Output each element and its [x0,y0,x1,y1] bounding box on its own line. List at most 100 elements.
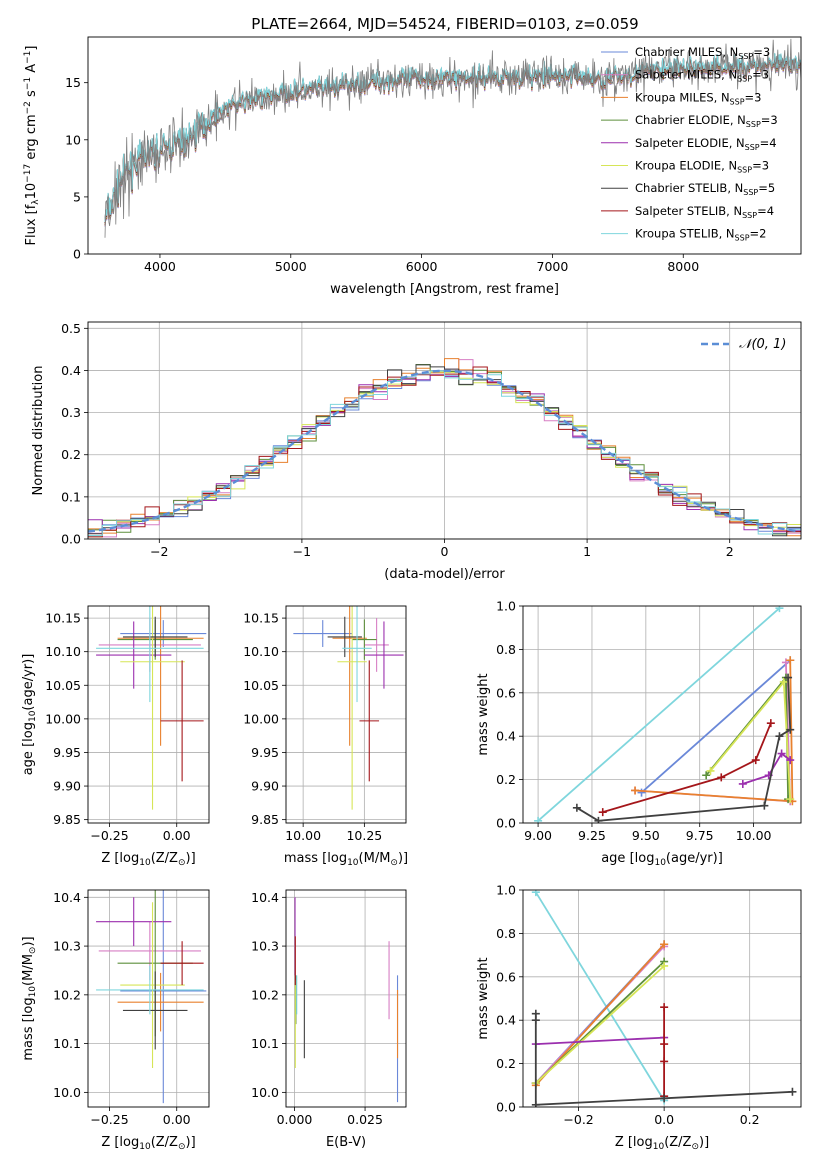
legend-value: =3 [752,68,769,82]
y-axis-label-part: mass weight [476,673,491,755]
y-tick-label: 0.0 [496,816,516,831]
y-axis-label-part: 10 [28,986,38,998]
y-axis-label: Flux [fλ10−17 erg cm−2 s−1 A−1] [23,46,41,246]
y-axis-label-part: −17 [23,164,33,183]
x-axis-label: age [log10(age/yr)] [601,851,723,868]
y-tick-label: 0.1 [61,489,81,504]
legend-entry: Kroupa MILES, NSSP=3 [635,90,761,106]
weight-marker [702,771,711,780]
model-spectrum-line [104,53,801,223]
x-axis-label-part: (Z/Z [151,1135,178,1150]
x-axis-label: Z [log10(Z/Z⊙)] [101,851,195,868]
weight-marker [660,1094,669,1103]
x-tick-label: 9.25 [578,828,606,843]
y-axis-label-part: 10 [28,710,38,722]
plot-area-residuals [88,322,801,539]
x-axis-label-part: )] [186,1135,196,1150]
y-tick-label: 9.90 [53,779,81,794]
weight-marker [751,756,760,765]
x-tick-label: 10.00 [736,828,772,843]
y-tick-label: 10.0 [53,1085,81,1100]
y-tick-label: 0.4 [496,1013,516,1028]
axes-frame [87,36,802,255]
weight-line [535,965,665,1084]
legend-value: =4 [760,136,777,150]
legend-entry: 𝒩(0, 1) [739,337,786,352]
legend-value: =2 [750,227,767,241]
y-tick-label: 10.3 [251,939,279,954]
y-axis-label-part: (M/M [21,954,36,986]
panel-weight-vs-Z: −0.2 0.0 0.2 0.0 0.2 0.4 0.6 0.8 1.0 Z [log10(Z/Z… [476,883,802,1152]
x-axis-label-part: (age/yr)] [666,851,723,866]
y-axis-label: mass weight [476,957,491,1039]
y-axis-label-part: ] [24,46,39,51]
weight-marker [598,808,607,817]
y-tick-label: 9.85 [53,812,81,827]
normal-curve [88,369,799,533]
y-tick-label: 9.95 [53,745,81,760]
legend-entry: Salpeter STELIB, NSSP=4 [635,204,774,220]
x-tick-label: 0.00 [163,1112,191,1127]
x-tick-label: 9.00 [524,828,552,843]
x-axis-label-part: mass [log [284,851,347,866]
y-axis-label-part: )] [21,936,36,946]
y-tick-label: 0.5 [61,321,81,336]
weight-line [535,891,665,1101]
y-tick-label: 0.4 [61,363,81,378]
y-tick-label: 10.4 [53,890,81,905]
weight-line [640,659,791,794]
axes-frame [87,321,802,540]
legend-entry: Kroupa STELIB, NSSP=2 [635,227,766,243]
y-axis-label-part: A [24,64,39,77]
y-tick-label: 5 [73,189,81,204]
y-tick-label: 10.15 [45,611,81,626]
panel-spectrum: 4000 5000 6000 7000 8000 0 5 10 15 Chabrier MILES… [23,36,802,297]
y-axis-label-part: mass [log [21,997,36,1060]
y-axis-label-part: mass weight [476,957,491,1039]
plot-area-mass-vs-ebv [286,890,406,1107]
panel-weight-vs-age: 9.00 9.25 9.50 9.75 10.00 0.0 0.2 0.4 0.6 0.8 1.0 a… [476,599,802,868]
weight-marker [706,766,715,775]
legend-subscript: SSP [737,75,752,84]
weight-marker [531,1100,540,1107]
x-axis-label-part: 10 [139,1142,151,1152]
y-axis-label-part: (age/yr)] [21,654,36,711]
y-tick-label: 10.4 [251,890,279,905]
y-tick-label: 0.6 [496,685,516,700]
weight-line [742,752,791,785]
x-tick-label: 0.000 [277,1112,313,1127]
residual-histogram [88,364,801,537]
x-tick-label: 0.2 [740,1112,760,1127]
x-axis-label-part: Z [log [615,1135,653,1150]
x-tick-label: 4000 [144,259,176,274]
y-axis-label-part: ⊙ [28,947,38,955]
panel-age-vs-mass: 10.00 10.25 9.85 9.90 9.95 10.00 10.05 10.10 10.… [243,605,408,868]
x-tick-label: 10.00 [285,828,321,843]
y-tick-label: 1.0 [496,599,516,614]
panel-residuals: −2 −1 0 1 2 0.0 0.1 0.2 0.3 0.4 0.5 𝒩(0, 1) (data-mo… [31,321,802,582]
weight-line [537,607,780,822]
weight-marker [534,816,543,823]
y-tick-label: 0.2 [496,1056,516,1071]
weight-marker [784,673,793,682]
y-tick-label: 0.8 [496,926,516,941]
plot-area-weight-vs-age [523,606,801,823]
y-tick-label: 0.6 [496,969,516,984]
x-axis-label-part: ⊙ [178,858,186,868]
y-axis-label-part: Flux [f [24,204,39,245]
weight-marker [637,788,646,797]
x-tick-label: 7000 [537,259,569,274]
legend-text: Salpeter ELODIE, N [635,136,745,150]
weight-marker [786,725,795,734]
x-axis-label-part: age [log [601,851,654,866]
x-tick-label: 0.0 [654,1112,674,1127]
y-tick-label: 10.1 [251,1036,279,1051]
x-axis-label-part: wavelength [Angstrom, rest frame] [330,282,559,297]
x-tick-label: −0.25 [90,1112,128,1127]
observed-spectrum-line [104,38,801,238]
weight-marker [775,606,784,613]
legend-subscript: SSP [746,120,761,129]
y-tick-label: 10 [65,132,81,147]
y-tick-label: 0.2 [61,447,81,462]
x-tick-label: 9.75 [686,828,714,843]
